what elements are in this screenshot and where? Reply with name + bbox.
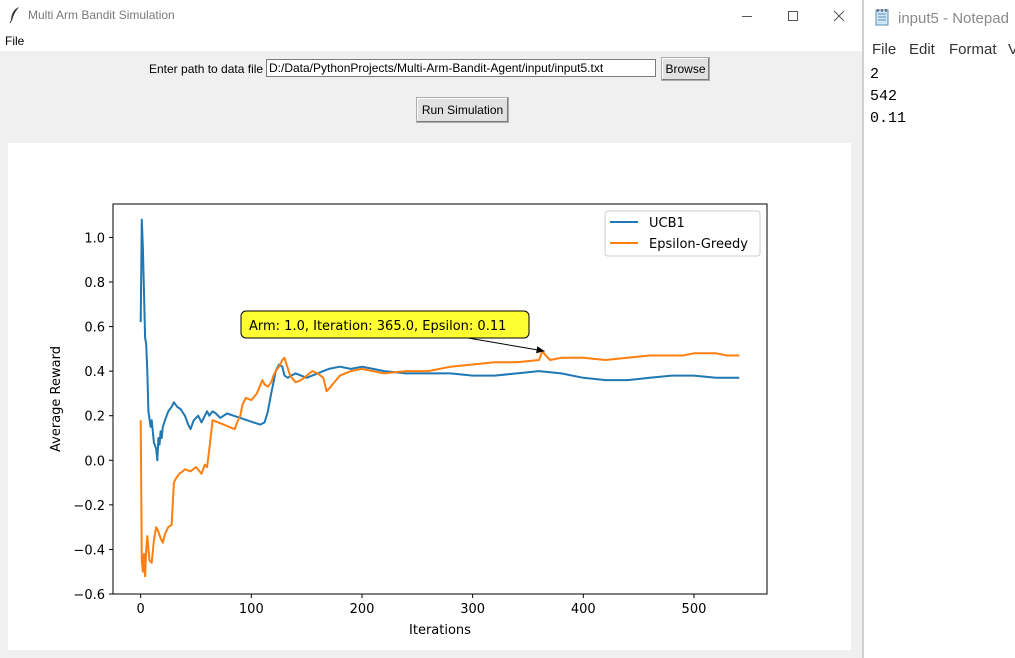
- plot-frame: [112, 203, 768, 595]
- menu-bar: File: [0, 31, 862, 51]
- text-line: 542: [870, 88, 898, 105]
- x-tick-label: 200: [350, 602, 375, 617]
- browse-button[interactable]: Browse: [661, 57, 710, 81]
- y-axis-label: Average Reward: [49, 346, 64, 452]
- text-line: 0.11: [870, 110, 907, 127]
- minimize-icon: [742, 15, 752, 17]
- y-tick-label: 0.2: [84, 410, 105, 425]
- annotation-arrow: [467, 337, 545, 352]
- annotation-arrowhead: [536, 346, 545, 354]
- y-tick-label: 0.8: [84, 276, 105, 291]
- legend: UCB1 Epsilon-Greedy: [604, 210, 761, 257]
- legend-label-epsilon-greedy: Epsilon-Greedy: [649, 237, 748, 252]
- feather-icon: [9, 7, 19, 24]
- notepad-icon: [875, 9, 889, 26]
- path-input[interactable]: [266, 59, 656, 77]
- notepad-menu-view[interactable]: V: [1008, 41, 1015, 58]
- legend-label-ucb1: UCB1: [649, 216, 685, 231]
- y-tick-label: 0.0: [84, 454, 105, 469]
- minimize-button[interactable]: [724, 0, 770, 31]
- x-tick-label: 300: [460, 602, 485, 617]
- text-line: 2: [870, 66, 880, 83]
- x-tick-label: 500: [682, 602, 707, 617]
- y-tick-label: 0.6: [84, 321, 105, 336]
- y-tick-label: 1.0: [84, 231, 105, 246]
- notepad-title: input5 - Notepad: [898, 10, 1009, 27]
- notepad-window: input5 - Notepad File Edit Format V 2 542…: [862, 0, 1015, 658]
- series-line-epsilon-greedy: [139, 350, 740, 578]
- series-line-ucb1: [139, 218, 740, 462]
- maximize-icon: [788, 10, 798, 21]
- notepad-menu-edit[interactable]: Edit: [909, 41, 935, 58]
- menu-file[interactable]: File: [5, 34, 25, 48]
- main-window: Multi Arm Bandit Simulation File Enter p…: [0, 0, 862, 658]
- reward-chart: 0 100 200 300 400 500 −0.6 −0.4 −0.2 0.0 0.2 0.4 0.6…: [49, 203, 768, 638]
- y-tick-label: −0.2: [73, 499, 105, 514]
- run-simulation-button[interactable]: Run Simulation: [416, 97, 509, 123]
- chart-figure: 0 100 200 300 400 500 −0.6 −0.4 −0.2 0.0 0.2 0.4 0.6…: [8, 143, 851, 650]
- annotation-box: [240, 310, 530, 339]
- y-tick-label: 0.4: [84, 365, 105, 380]
- title-bar: Multi Arm Bandit Simulation: [0, 0, 862, 31]
- x-axis-label: Iterations: [409, 623, 471, 638]
- notepad-menu-format[interactable]: Format: [949, 41, 997, 58]
- notepad-menu-file[interactable]: File: [872, 41, 897, 58]
- annotation: Arm: 1.0, Iteration: 365.0, Epsilon: 0.1…: [240, 310, 545, 354]
- close-icon: [833, 10, 845, 21]
- notepad-text-area[interactable]: 2 542 0.11: [870, 64, 906, 130]
- close-button[interactable]: [816, 0, 862, 31]
- window-title: Multi Arm Bandit Simulation: [28, 8, 175, 22]
- maximize-button[interactable]: [770, 0, 816, 31]
- y-tick-label: −0.6: [73, 588, 105, 603]
- x-tick-label: 0: [137, 602, 145, 617]
- notepad-menu-bar: File Edit Format V: [864, 40, 1015, 60]
- x-tick-label: 100: [239, 602, 264, 617]
- path-label: Enter path to data file: [149, 62, 264, 76]
- notepad-title-bar: input5 - Notepad: [864, 0, 1015, 36]
- x-tick-label: 400: [571, 602, 596, 617]
- y-tick-label: −0.4: [73, 543, 105, 558]
- annotation-text: Arm: 1.0, Iteration: 365.0, Epsilon: 0.1…: [249, 319, 506, 334]
